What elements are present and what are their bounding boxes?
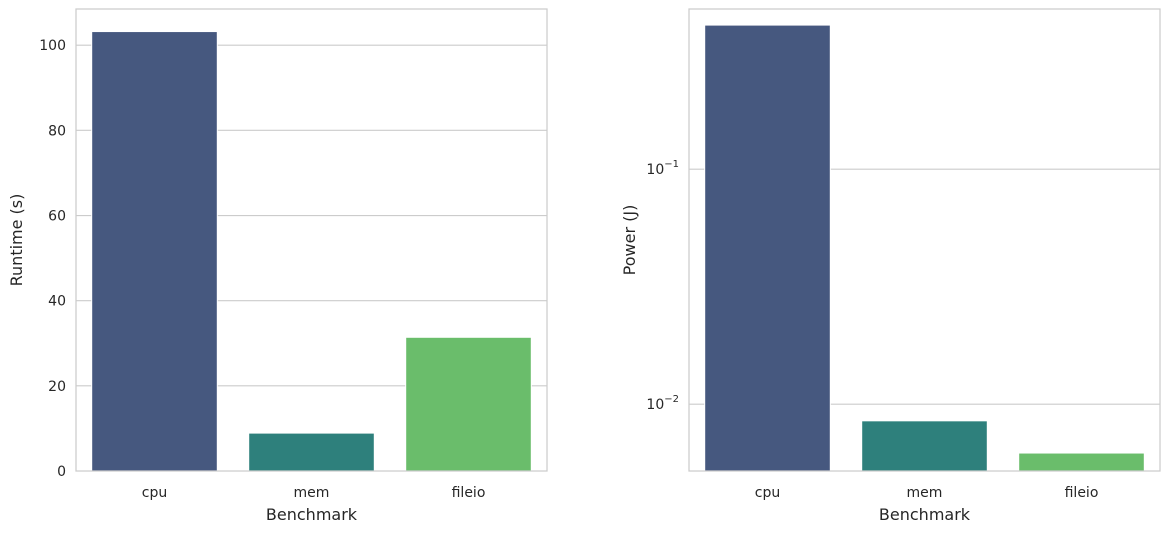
runtime-y-tick-label: 20 xyxy=(48,379,66,395)
runtime-y-tick-label: 60 xyxy=(48,209,66,225)
runtime-x-axis-label: Benchmark xyxy=(266,505,358,524)
runtime-chart: 0 20 40 60 80 100 cpu mem fileio Benchmark Runt… xyxy=(7,8,548,524)
power-x-tick-label: mem xyxy=(907,485,943,501)
power-x-tick-label: fileio xyxy=(1065,485,1099,501)
runtime-plot-frame xyxy=(75,8,548,472)
runtime-x-tick-label: mem xyxy=(294,485,330,501)
runtime-bar-cpu xyxy=(91,31,218,472)
runtime-bar-fileio xyxy=(405,336,532,472)
runtime-y-tick-label: 40 xyxy=(48,294,66,310)
runtime-y-tick-label: 100 xyxy=(39,38,66,54)
runtime-y-axis-label: Runtime (s) xyxy=(7,194,26,287)
runtime-y-tick-label: 0 xyxy=(57,464,66,480)
power-y-tick-label: 10−2 xyxy=(646,394,679,413)
power-x-tick-label: cpu xyxy=(755,485,780,501)
power-plot-frame xyxy=(688,8,1161,472)
power-chart: 10−2 10−1 cpu mem fileio Benchmark Power (J… xyxy=(620,8,1161,524)
runtime-y-tick-label: 80 xyxy=(48,123,66,139)
runtime-x-tick-label: cpu xyxy=(142,485,167,501)
power-bar-fileio xyxy=(1018,452,1145,472)
runtime-x-tick-label: fileio xyxy=(452,485,486,501)
power-y-axis-label: Power (J) xyxy=(620,205,639,276)
power-bar-cpu xyxy=(704,24,831,472)
power-x-axis-label: Benchmark xyxy=(879,505,971,524)
runtime-bar-mem xyxy=(248,432,375,472)
power-y-tick-label: 10−1 xyxy=(646,159,679,178)
power-bar-mem xyxy=(861,420,988,472)
